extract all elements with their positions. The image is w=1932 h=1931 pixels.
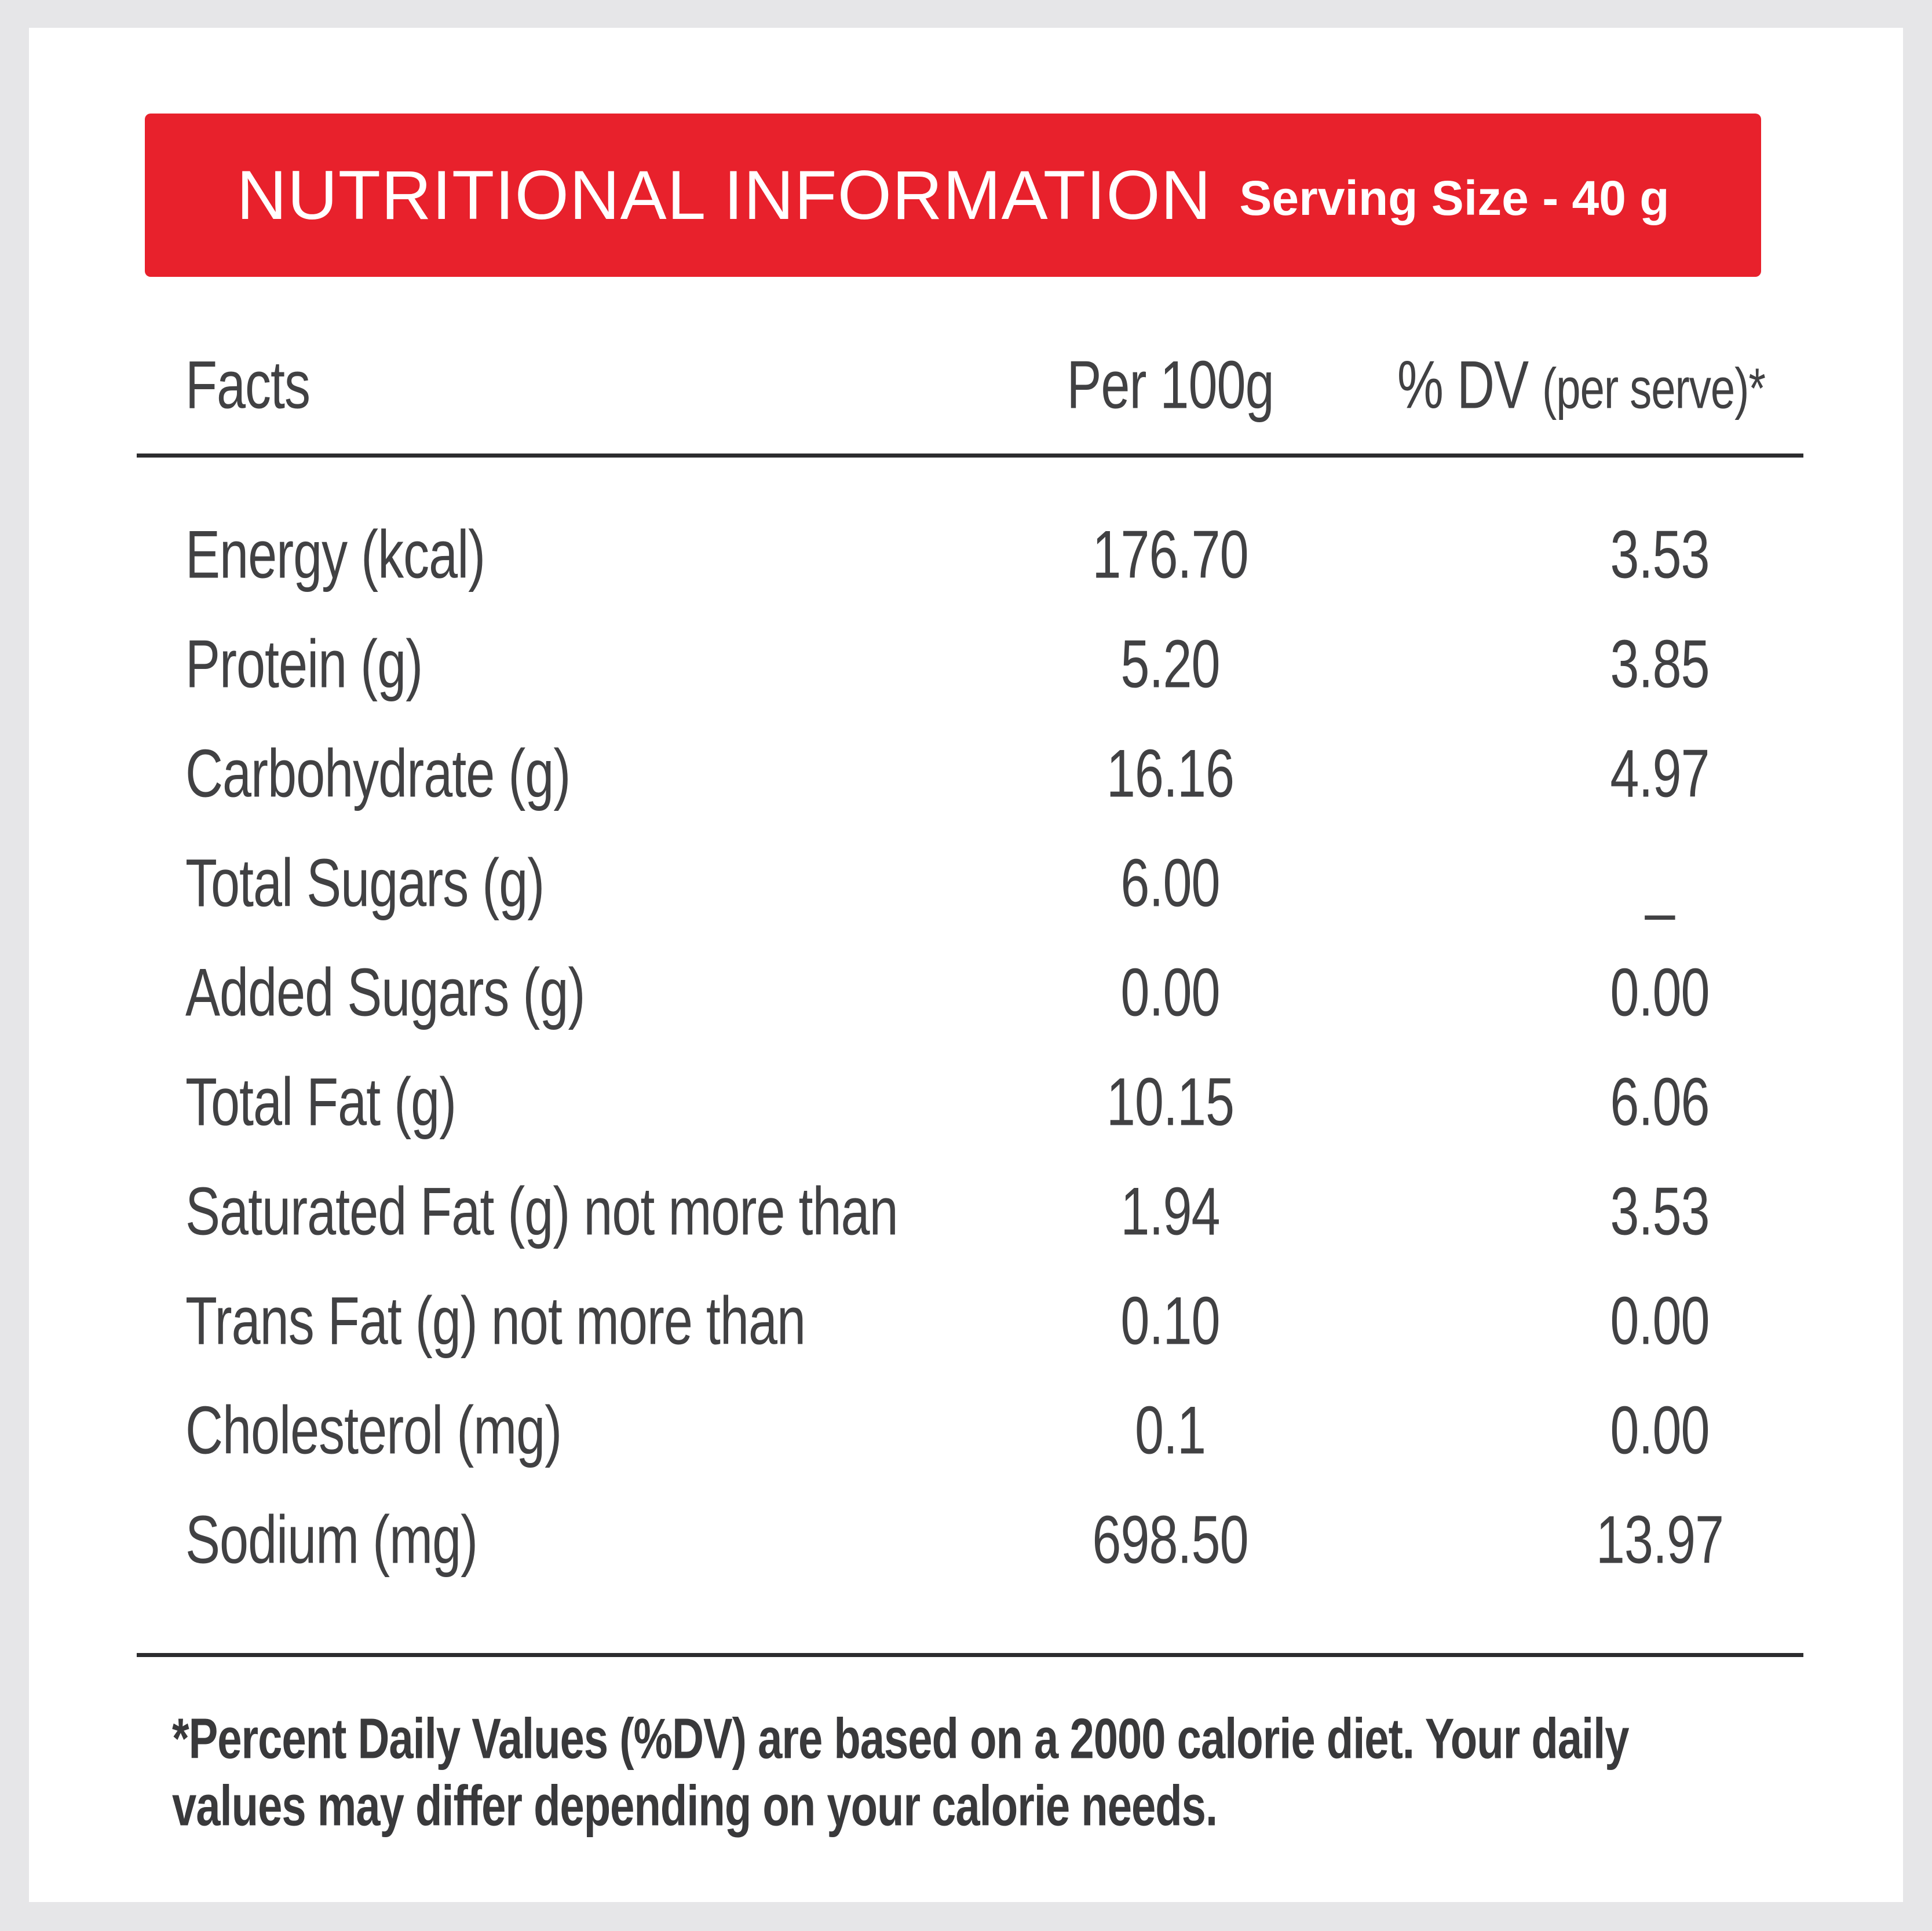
banner: NUTRITIONAL INFORMATION Serving Size - 4…	[145, 114, 1761, 277]
column-header-dv-sub: (per serve)*	[1542, 356, 1766, 421]
row-dv-value: 3.53	[1610, 517, 1710, 593]
row-per-100g-value: 698.50	[1092, 1502, 1248, 1578]
row-per-100g-value: 16.16	[1106, 736, 1235, 811]
row-dv-value: 0.00	[1610, 1392, 1710, 1468]
row-per-100g-value: 6.00	[1120, 845, 1220, 921]
column-header-dv-main: % DV	[1397, 348, 1529, 423]
row-per-100g-value: 0.10	[1120, 1283, 1220, 1359]
row-dv-value: _	[1645, 845, 1674, 921]
row-per-100g-value: 176.70	[1092, 517, 1248, 593]
serving-size: Serving Size - 40 g	[1239, 170, 1670, 225]
footnote-line-1: *Percent Daily Values (%DV) are based on…	[172, 1707, 1630, 1771]
footnote-line-2: values may differ depending on your calo…	[172, 1774, 1218, 1838]
column-header-facts: Facts	[185, 348, 311, 423]
row-dv-value: 3.85	[1610, 626, 1710, 702]
footer-divider	[137, 1653, 1803, 1657]
table-row: Added Sugars (g) 0.00 0.00	[29, 938, 1903, 1048]
table-row: Energy (kcal) 176.70 3.53	[29, 500, 1903, 610]
row-label: Sodium (mg)	[185, 1502, 478, 1578]
row-label: Cholesterol (mg)	[185, 1392, 562, 1468]
row-per-100g-value: 0.1	[1134, 1392, 1206, 1468]
table-row: Trans Fat (g) not more than 0.10 0.00	[29, 1267, 1903, 1376]
row-label: Total Sugars (g)	[185, 845, 545, 921]
column-header-per-100g: Per 100g	[1067, 348, 1274, 423]
table-row: Saturated Fat (g) not more than 1.94 3.5…	[29, 1157, 1903, 1267]
nutrition-label-card: NUTRITIONAL INFORMATION Serving Size - 4…	[29, 28, 1903, 1902]
row-per-100g-value: 1.94	[1120, 1173, 1220, 1249]
row-dv-value: 3.53	[1610, 1173, 1710, 1249]
row-label: Total Fat (g)	[185, 1064, 456, 1140]
row-per-100g-value: 5.20	[1120, 626, 1220, 702]
row-label: Saturated Fat (g) not more than	[185, 1173, 899, 1249]
row-dv-value: 4.97	[1610, 736, 1710, 811]
table-row: Total Fat (g) 10.15 6.06	[29, 1048, 1903, 1157]
row-label: Protein (g)	[185, 626, 423, 702]
row-dv-value: 13.97	[1595, 1502, 1724, 1578]
footnote: *Percent Daily Values (%DV) are based on…	[172, 1706, 1806, 1840]
row-per-100g-value: 10.15	[1106, 1064, 1235, 1140]
row-dv-value: 6.06	[1610, 1064, 1710, 1140]
table-row: Total Sugars (g) 6.00 _	[29, 829, 1903, 938]
table-row: Carbohydrate (g) 16.16 4.97	[29, 719, 1903, 829]
column-header-dv: % DV (per serve)*	[1397, 347, 1766, 425]
table-row: Cholesterol (mg) 0.1 0.00	[29, 1376, 1903, 1486]
row-per-100g-value: 0.00	[1120, 954, 1220, 1030]
table-header: Facts Per 100g % DV (per serve)*	[29, 345, 1903, 426]
row-label: Energy (kcal)	[185, 517, 485, 593]
row-label: Added Sugars (g)	[185, 954, 585, 1030]
header-divider	[137, 454, 1803, 458]
table-row: Protein (g) 5.20 3.85	[29, 610, 1903, 719]
banner-title: NUTRITIONAL INFORMATION	[236, 156, 1212, 234]
row-label: Trans Fat (g) not more than	[185, 1283, 806, 1359]
table-row: Sodium (mg) 698.50 13.97	[29, 1486, 1903, 1595]
row-label: Carbohydrate (g)	[185, 736, 571, 811]
row-dv-value: 0.00	[1610, 954, 1710, 1030]
table-rows: Energy (kcal) 176.70 3.53 Protein (g) 5.…	[29, 500, 1903, 1595]
row-dv-value: 0.00	[1610, 1283, 1710, 1359]
